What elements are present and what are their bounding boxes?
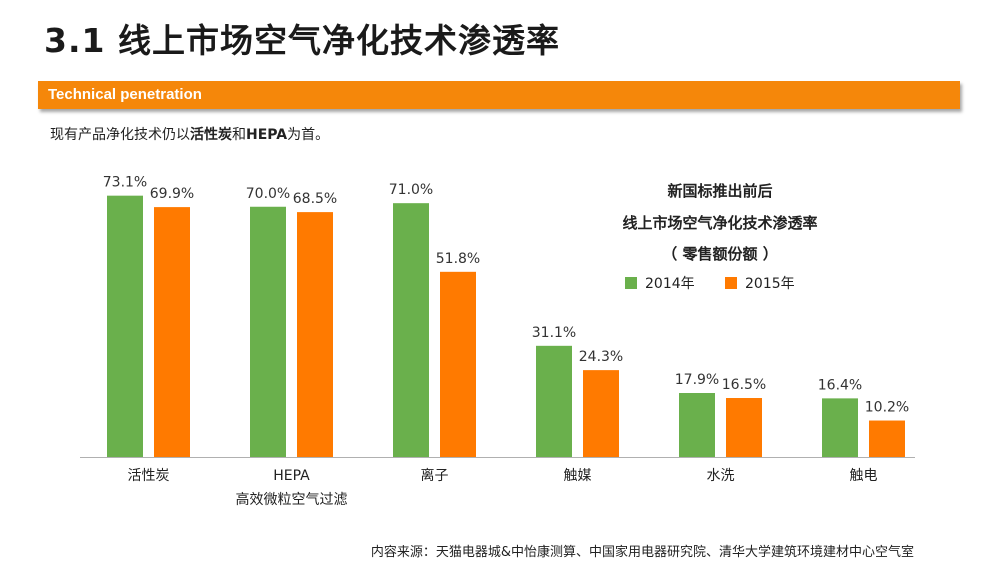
data-label-2015-5: 10.2% xyxy=(865,400,909,416)
page-title: 3.1 线上市场空气净化技术渗透率 xyxy=(44,21,560,60)
data-label-2015-4: 16.5% xyxy=(722,377,766,393)
bar-2015-4 xyxy=(726,398,762,457)
subtitle-prefix: 现有产品净化技术仍以 xyxy=(50,127,190,143)
chart-title-line-3: （ 零售额份额 ） xyxy=(662,245,778,263)
section-banner: Technical penetration xyxy=(38,81,960,109)
bar-2015-2 xyxy=(440,271,476,457)
data-label-2015-1: 68.5% xyxy=(293,191,337,207)
bar-2015-5 xyxy=(869,420,905,457)
bar-2015-0 xyxy=(154,207,190,457)
chart-title-line-2: 线上市场空气净化技术渗透率 xyxy=(622,214,818,232)
subtitle-strong-1: 活性炭 xyxy=(190,127,232,143)
data-label-2015-2: 51.8% xyxy=(436,251,480,267)
banner-label: Technical penetration xyxy=(48,86,202,103)
subtitle: 现有产品净化技术仍以活性炭和HEPA为首。 xyxy=(50,124,329,144)
legend-item-2015: 2015年 xyxy=(725,273,795,293)
legend-swatch-2014 xyxy=(625,277,637,289)
legend-label-2015: 2015年 xyxy=(745,276,795,292)
category-label-3: 触媒 xyxy=(564,468,592,484)
bar-2014-2 xyxy=(393,203,429,457)
data-label-2015-0: 69.9% xyxy=(150,186,194,202)
category-sublabel-1: 高效微粒空气过滤 xyxy=(236,491,348,508)
category-label-1: HEPA xyxy=(273,468,310,484)
legend-label-2014: 2014年 xyxy=(645,276,695,292)
bar-2015-1 xyxy=(297,212,333,457)
legend-item-2014: 2014年 xyxy=(625,273,695,293)
data-label-2014-5: 16.4% xyxy=(818,377,862,393)
data-label-2014-4: 17.9% xyxy=(675,372,719,388)
data-label-2014-3: 31.1% xyxy=(532,325,576,341)
category-label-5: 触电 xyxy=(850,468,878,484)
category-label-0: 活性炭 xyxy=(128,468,170,484)
source-note: 内容来源：天猫电器城&中怡康测算、中国家用电器研究院、清华大学建筑环境建材中心空… xyxy=(370,545,914,560)
data-label-2014-0: 73.1% xyxy=(103,175,147,191)
bar-2014-4 xyxy=(679,393,715,457)
subtitle-strong-2: HEPA xyxy=(246,127,288,143)
subtitle-middle: 和 xyxy=(232,127,246,143)
data-label-2014-1: 70.0% xyxy=(246,186,290,202)
bar-2014-3 xyxy=(536,345,572,457)
data-label-2014-2: 71.0% xyxy=(389,182,433,198)
bar-2014-5 xyxy=(822,398,858,457)
legend-swatch-2015 xyxy=(725,277,737,289)
category-label-2: 离子 xyxy=(421,467,449,484)
subtitle-suffix: 为首。 xyxy=(287,127,330,143)
bar-2015-3 xyxy=(583,370,619,457)
bar-2014-1 xyxy=(250,206,286,457)
data-label-2015-3: 24.3% xyxy=(579,349,623,365)
chart-title-line-1: 新国标推出前后 xyxy=(667,182,773,200)
bar-2014-0 xyxy=(107,195,143,458)
category-label-4: 水洗 xyxy=(707,468,735,484)
